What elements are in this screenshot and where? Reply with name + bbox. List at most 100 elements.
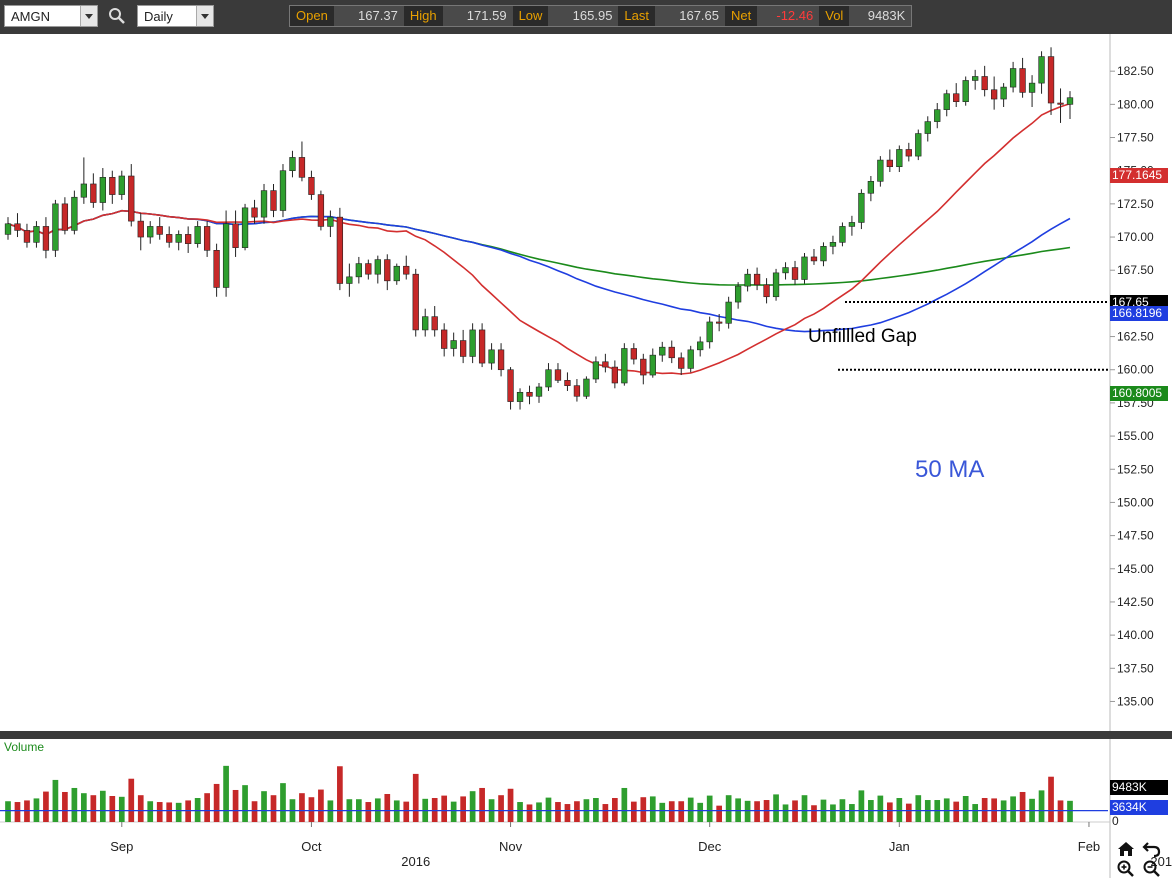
- candle-body: [706, 321, 713, 343]
- candle-body: [1066, 97, 1074, 105]
- volume-bar: [365, 802, 372, 822]
- candle-body: [128, 175, 135, 222]
- volume-bar: [953, 801, 960, 822]
- x-tick-label: Jan: [889, 839, 910, 854]
- y-tick-label: 137.50: [1117, 661, 1154, 675]
- candle-body: [422, 316, 429, 331]
- volume-bar: [52, 779, 59, 822]
- symbol-text: AMGN: [11, 9, 50, 24]
- y-tick-label: 155.00: [1117, 429, 1154, 443]
- candle-body: [71, 196, 78, 231]
- candle-body: [649, 354, 656, 376]
- volume-tag: 0: [1112, 814, 1119, 828]
- volume-bar: [99, 790, 106, 822]
- volume-bar: [403, 801, 410, 822]
- volume-bar: [507, 788, 514, 822]
- volume-bar: [1010, 796, 1016, 822]
- volume-bar: [261, 791, 267, 822]
- volume-bar: [128, 778, 135, 822]
- candle-body: [450, 340, 457, 349]
- quote-label: Vol: [819, 6, 850, 26]
- volume-bar: [630, 801, 637, 822]
- candle-body: [734, 285, 742, 303]
- candle-body: [725, 301, 732, 324]
- candle-body: [858, 192, 865, 223]
- ma-50-line: [7, 209, 1071, 333]
- candle-body: [431, 316, 438, 331]
- candle-body: [1000, 86, 1007, 100]
- candle-body: [137, 220, 144, 238]
- candle-body: [990, 89, 998, 100]
- symbol-dropdown-icon[interactable]: [80, 6, 97, 26]
- period-dropdown-icon[interactable]: [196, 6, 213, 26]
- candle-body: [232, 223, 239, 248]
- candle-body: [573, 385, 581, 397]
- price-chart[interactable]: 182.50180.00177.50175.00172.50170.00167.…: [0, 34, 1172, 878]
- candle-body: [716, 321, 723, 324]
- volume-bar: [204, 793, 210, 822]
- period-select[interactable]: Daily: [137, 5, 214, 27]
- zoom-out-icon[interactable]: [1142, 859, 1162, 879]
- x-tick-label: Feb: [1078, 839, 1100, 854]
- volume-bar: [1067, 800, 1073, 822]
- candle-body: [829, 242, 837, 247]
- volume-bar: [62, 791, 68, 822]
- x-tick-label: Dec: [698, 839, 722, 854]
- toolbar: AMGN Daily Open 167.37 High 171.59 Low 165.…: [0, 0, 1172, 34]
- candle-body: [839, 226, 846, 243]
- volume-bar: [858, 790, 865, 822]
- candle-body: [877, 159, 884, 182]
- volume-bar: [773, 794, 779, 822]
- y-tick-label: 177.50: [1117, 131, 1154, 145]
- y-tick-label: 140.00: [1117, 628, 1154, 642]
- volume-bar: [81, 793, 87, 822]
- volume-bar: [517, 802, 523, 822]
- volume-bar: [479, 787, 485, 822]
- candle-body: [23, 230, 31, 243]
- candle-body: [630, 348, 637, 360]
- quote-bar: Open 167.37 High 171.59 Low 165.95 Last 167.…: [289, 5, 913, 27]
- volume-bar: [270, 795, 277, 822]
- quote-label: Last: [618, 6, 655, 26]
- home-icon[interactable]: [1116, 839, 1136, 859]
- candle-body: [1038, 56, 1045, 84]
- candle-body: [687, 349, 694, 369]
- zoom-in-icon[interactable]: [1116, 859, 1136, 879]
- volume-bar: [972, 804, 979, 822]
- candle-body: [962, 80, 969, 102]
- candle-body: [412, 273, 419, 331]
- candle-body: [99, 177, 106, 203]
- candle-body: [14, 223, 21, 231]
- candle-body: [953, 93, 960, 102]
- volume-bar: [697, 802, 704, 822]
- candle-body: [109, 177, 116, 195]
- candle-body: [545, 369, 552, 388]
- candle-body: [611, 366, 619, 384]
- volume-bar: [649, 796, 656, 822]
- candle-body: [166, 234, 173, 243]
- candle-body: [403, 265, 410, 275]
- candle-body: [33, 226, 40, 243]
- ma-price-tag: 177.1645: [1110, 168, 1168, 184]
- y-tick-label: 150.00: [1117, 495, 1154, 509]
- candle-body: [772, 272, 780, 298]
- symbol-input[interactable]: AMGN: [4, 5, 98, 27]
- candle-body: [42, 226, 50, 251]
- candle-body: [365, 263, 372, 275]
- undo-icon[interactable]: [1142, 839, 1162, 859]
- quote-last-value: 167.65: [655, 6, 725, 26]
- search-icon[interactable]: [108, 7, 126, 25]
- volume-bar: [668, 801, 675, 822]
- volume-bar: [242, 785, 248, 822]
- candle-body: [554, 369, 562, 381]
- y-tick-label: 182.50: [1117, 64, 1154, 78]
- candle-body: [886, 159, 893, 168]
- volume-bar: [166, 802, 173, 822]
- volume-bar: [156, 802, 163, 822]
- quote-net-value: -12.46: [757, 6, 820, 26]
- volume-bar: [602, 804, 609, 822]
- candle-body: [336, 216, 344, 284]
- candle-body: [118, 175, 125, 195]
- x-year-label: 2016: [401, 854, 430, 869]
- volume-bar: [71, 787, 78, 822]
